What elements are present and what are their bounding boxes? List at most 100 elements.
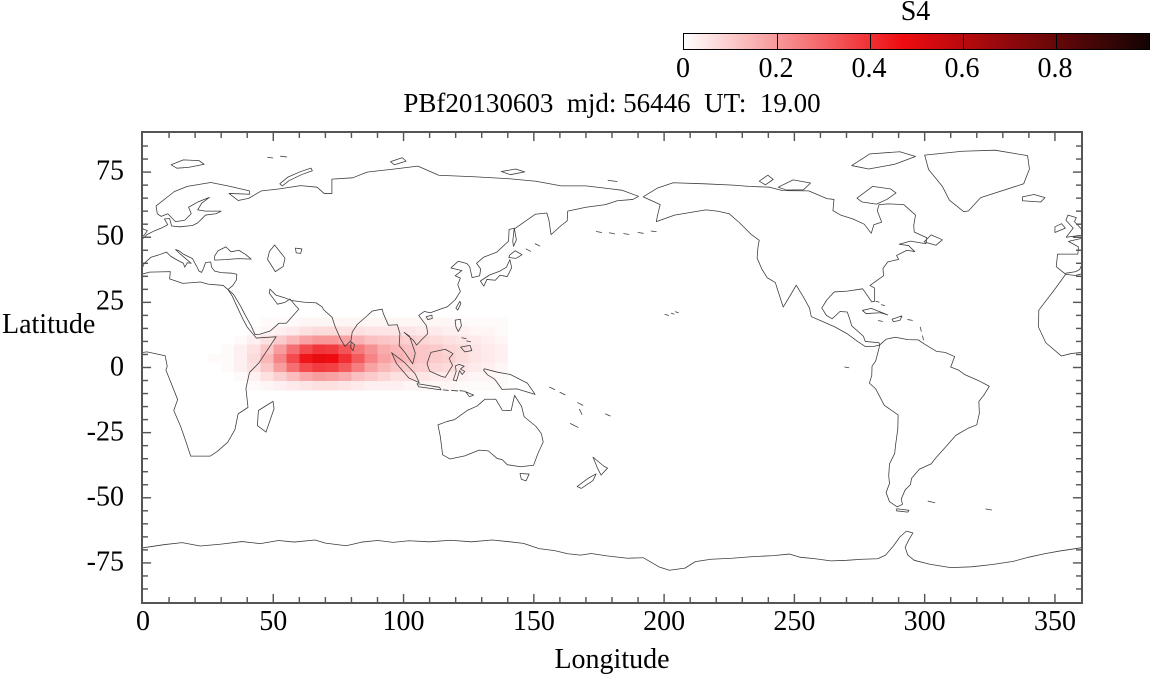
s4-cell	[468, 381, 482, 391]
s4-cell	[325, 335, 339, 345]
s4-cell	[494, 326, 508, 336]
s4-cell	[351, 317, 365, 327]
s4-cell	[325, 362, 339, 373]
y-tick-label: 0	[110, 350, 124, 382]
s4-cell	[247, 362, 261, 373]
s4-cell	[234, 362, 248, 373]
s4-cell	[481, 335, 495, 345]
s4-cell	[286, 353, 300, 363]
s4-cell	[286, 362, 300, 373]
s4-cell	[416, 353, 430, 363]
s4-cell	[429, 353, 443, 363]
s4-cell	[351, 353, 365, 363]
s4-cell	[221, 344, 235, 354]
s4-cell	[338, 335, 352, 345]
s4-cell	[442, 317, 456, 327]
x-tick-labels: 0 50 100 150 200 250 300 350	[136, 606, 1081, 640]
s4-cell	[299, 344, 313, 354]
s4-cell	[299, 381, 313, 391]
s4-cell	[468, 372, 482, 382]
colorbar-tick-label: 0.2	[758, 53, 794, 84]
s4-cell	[234, 344, 248, 354]
s4-cell	[364, 335, 378, 345]
s4-cell	[312, 381, 326, 391]
colorbar	[683, 33, 1150, 50]
colorbar-tick-mark	[963, 34, 964, 49]
s4-cell	[481, 353, 495, 363]
s4-cell	[390, 326, 404, 336]
s4-cell	[351, 372, 365, 382]
s4-cell	[403, 317, 417, 327]
s4-cell	[338, 362, 352, 373]
s4-cell	[260, 353, 274, 363]
map-plot	[141, 131, 1083, 604]
x-tick-label: 100	[382, 606, 425, 637]
y-tick-label: -75	[86, 546, 124, 578]
s4-cell	[286, 326, 300, 336]
s4-cell	[273, 353, 287, 363]
s4-cell	[286, 335, 300, 345]
s4-cell	[312, 326, 326, 336]
s4-cell	[429, 335, 443, 345]
s4-cell	[455, 381, 469, 391]
s4-cell	[390, 372, 404, 382]
s4-cell	[481, 344, 495, 354]
s4-cell	[364, 353, 378, 363]
s4-cell	[325, 317, 339, 327]
x-tick-label: 350	[1033, 606, 1076, 637]
s4-cell	[338, 344, 352, 354]
colorbar-tick-labels: 0 0.2 0.4 0.6 0.8	[676, 53, 1148, 85]
colorbar-tick-label: 0.6	[944, 53, 980, 84]
x-tick-label: 150	[512, 606, 555, 637]
colorbar-tick-label: 0.4	[851, 53, 887, 84]
s4-cell	[286, 372, 300, 382]
s4-cell	[390, 362, 404, 373]
s4-cell	[364, 344, 378, 354]
s4-cell	[260, 362, 274, 373]
s4-cell	[494, 362, 508, 373]
y-tick-label: 25	[96, 285, 124, 317]
s4-cell	[338, 353, 352, 363]
s4-cell	[494, 372, 508, 382]
s4-cell	[247, 372, 261, 382]
s4-cell	[351, 362, 365, 373]
s4-cell	[299, 335, 313, 345]
s4-cell	[338, 372, 352, 382]
s4-cell	[403, 353, 417, 363]
s4-cell	[429, 317, 443, 327]
s4-cell	[351, 335, 365, 345]
s4-cell	[468, 353, 482, 363]
s4-cell	[390, 353, 404, 363]
s4-cell	[234, 353, 248, 363]
s4-cell	[312, 317, 326, 327]
s4-cell	[442, 335, 456, 345]
s4-cell	[312, 344, 326, 354]
s4-cell	[299, 362, 313, 373]
s4-cell	[442, 381, 456, 391]
s4-cell	[442, 362, 456, 373]
s4-cell	[377, 353, 391, 363]
s4-cell	[351, 381, 365, 391]
s4-cell	[481, 381, 495, 391]
s4-cell	[260, 372, 274, 382]
s4-cell	[364, 381, 378, 391]
s4-cell	[273, 344, 287, 354]
s4-cell	[416, 372, 430, 382]
s4-heatmap-cells	[208, 317, 508, 391]
s4-cell	[416, 362, 430, 373]
s4-cell	[442, 372, 456, 382]
s4-cell	[403, 362, 417, 373]
s4-cell	[429, 381, 443, 391]
s4-cell	[416, 344, 430, 354]
s4-cell	[312, 335, 326, 345]
s4-cell	[234, 372, 248, 382]
s4-cell	[455, 353, 469, 363]
s4-cell	[429, 362, 443, 373]
s4-cell	[299, 372, 313, 382]
x-tick-label: 300	[903, 606, 946, 637]
s4-cell	[351, 344, 365, 354]
colorbar-tick-mark	[1056, 34, 1057, 49]
s4-cell	[299, 353, 313, 363]
s4-cell	[494, 353, 508, 363]
